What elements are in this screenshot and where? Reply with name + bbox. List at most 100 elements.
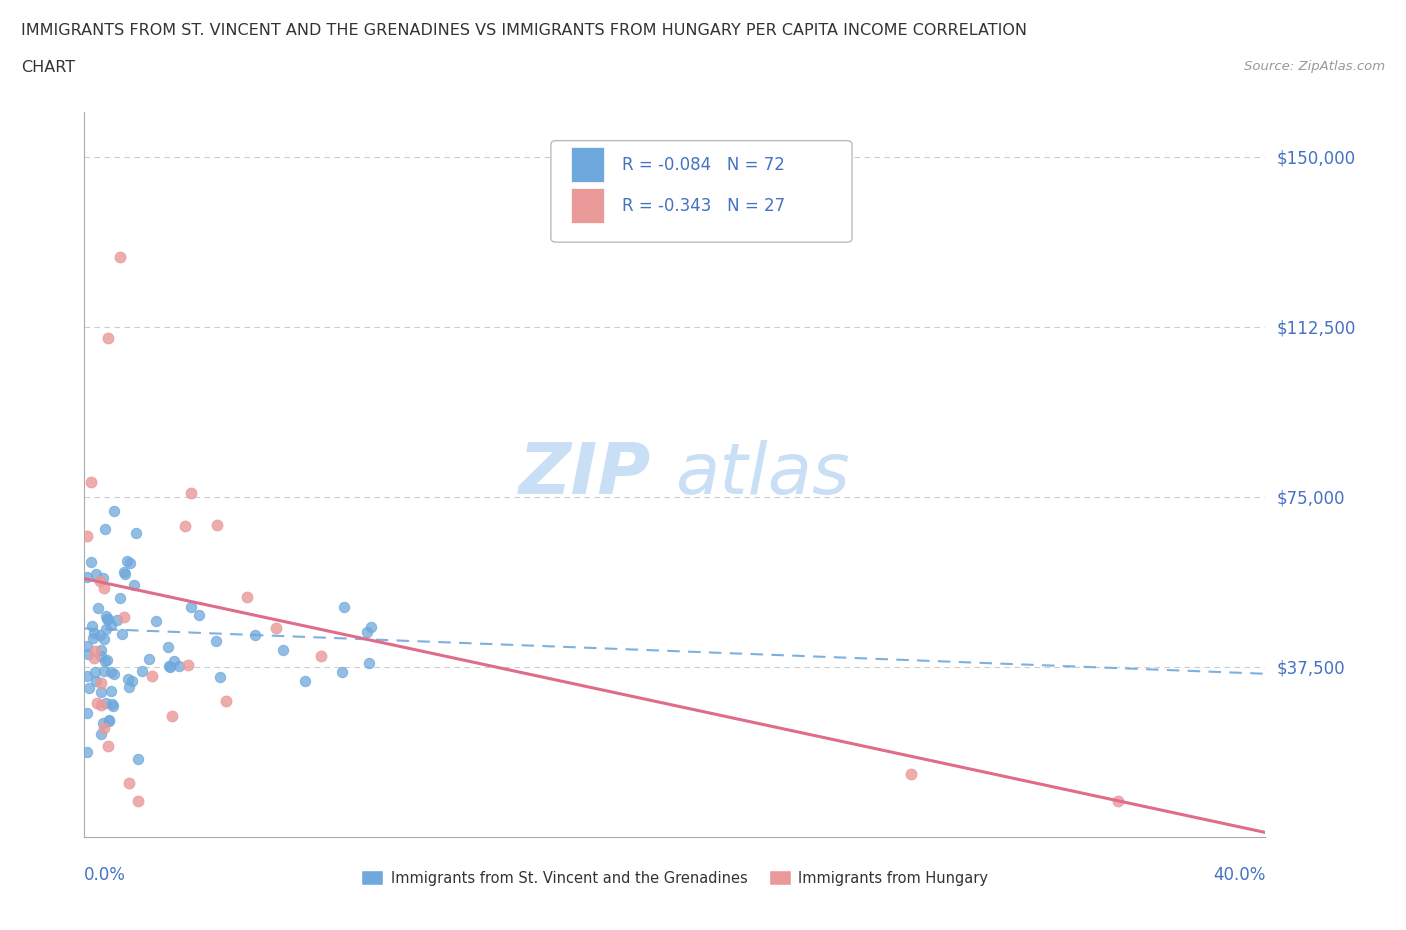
Text: R = -0.343   N = 27: R = -0.343 N = 27 (621, 197, 785, 215)
Point (96, 612, 118, 627)
Point (82, 631, 104, 645)
Point (309, 648, 332, 663)
Point (294, 673, 316, 688)
Text: IMMIGRANTS FROM ST. VINCENT AND THE GRENADINES VS IMMIGRANTS FROM HUNGARY PER CA: IMMIGRANTS FROM ST. VINCENT AND THE GREN… (21, 23, 1028, 38)
Point (97, 738, 120, 753)
FancyBboxPatch shape (571, 189, 605, 223)
Point (356, 624, 378, 639)
Point (94, 608, 117, 623)
Point (84, 665, 107, 680)
Point (90, 643, 112, 658)
Point (101, 698, 124, 713)
Point (94, 521, 117, 536)
Point (167, 658, 190, 673)
Point (215, 694, 238, 709)
Point (330, 664, 353, 679)
Point (141, 669, 163, 684)
Point (97, 331, 120, 346)
Point (114, 610, 136, 625)
Text: 40.0%: 40.0% (1213, 866, 1265, 884)
FancyBboxPatch shape (571, 147, 605, 182)
Point (89, 628, 111, 643)
Point (83, 651, 105, 666)
Point (145, 613, 167, 628)
Point (76, 745, 98, 760)
Point (157, 640, 180, 655)
Point (94, 654, 117, 669)
Point (900, 766, 922, 781)
Point (76, 529, 98, 544)
Point (118, 679, 141, 694)
Point (76, 647, 98, 662)
Point (108, 249, 131, 264)
Point (82, 618, 104, 633)
Point (100, 618, 122, 632)
Point (131, 664, 153, 679)
Point (163, 654, 186, 669)
Point (127, 752, 149, 767)
Point (98, 713, 121, 728)
Point (100, 684, 122, 698)
Text: Source: ZipAtlas.com: Source: ZipAtlas.com (1244, 60, 1385, 73)
Point (86, 566, 108, 581)
Point (94, 696, 117, 711)
Point (76, 638, 98, 653)
Point (127, 793, 149, 808)
Point (118, 556, 141, 571)
Point (80, 555, 103, 570)
Point (76, 669, 98, 684)
Point (93, 580, 115, 595)
Point (76, 705, 98, 720)
Point (89, 574, 111, 589)
Point (84, 674, 107, 689)
Point (333, 600, 356, 615)
Point (79, 474, 101, 489)
Point (243, 628, 266, 643)
Point (177, 658, 200, 672)
Point (91, 571, 114, 586)
Point (359, 655, 381, 670)
Point (115, 553, 138, 568)
Point (180, 485, 202, 500)
Point (236, 590, 259, 604)
Point (180, 600, 202, 615)
Point (89, 684, 111, 699)
Point (273, 643, 295, 658)
Point (90, 726, 112, 741)
Point (360, 619, 382, 634)
Point (100, 697, 122, 711)
Point (93, 664, 115, 679)
Point (83, 644, 105, 658)
Point (90, 675, 112, 690)
Text: R = -0.084   N = 72: R = -0.084 N = 72 (621, 155, 785, 174)
Point (188, 607, 211, 622)
Point (108, 591, 131, 605)
Point (86, 601, 108, 616)
Point (97, 712, 120, 727)
Point (125, 525, 148, 540)
Point (94, 622, 117, 637)
Point (160, 709, 183, 724)
Point (90, 698, 112, 712)
Text: atlas: atlas (675, 440, 849, 509)
Point (100, 665, 122, 680)
Point (103, 667, 125, 682)
Text: 0.0%: 0.0% (84, 866, 127, 884)
Point (111, 627, 134, 642)
Point (173, 519, 195, 534)
Point (117, 671, 139, 686)
Point (97, 611, 120, 626)
Point (76, 570, 98, 585)
Point (138, 651, 160, 666)
Point (103, 503, 125, 518)
Point (114, 566, 136, 581)
Point (96, 652, 118, 667)
Point (83, 626, 105, 641)
Point (205, 634, 228, 649)
Text: CHART: CHART (21, 60, 75, 75)
Point (79, 681, 101, 696)
Point (1107, 793, 1129, 808)
Point (86, 696, 108, 711)
Point (157, 658, 180, 673)
Point (93, 715, 115, 730)
